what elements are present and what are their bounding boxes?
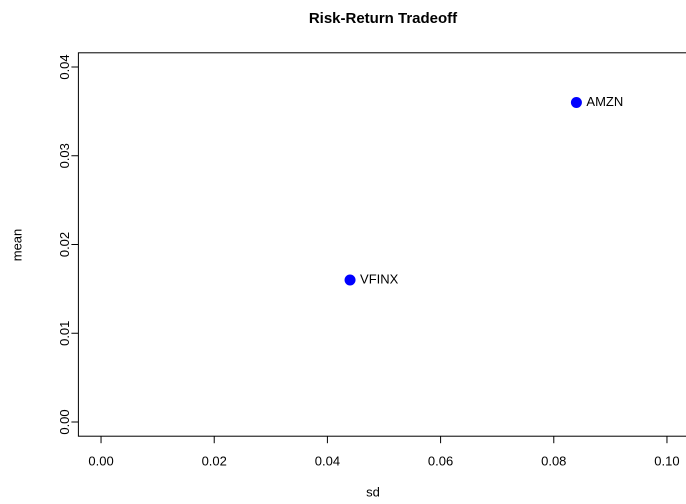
x-tick-label: 0.02 (202, 454, 227, 469)
chart-title: Risk-Return Tradeoff (309, 10, 458, 27)
x-tick-label: 0.00 (88, 454, 113, 469)
y-tick-label: 0.02 (57, 232, 72, 257)
point (570, 97, 582, 108)
x-tick-label: 0.10 (654, 454, 679, 469)
point (344, 274, 356, 286)
x-tick-label: 0.06 (428, 454, 453, 469)
x-tick-label: 0.04 (315, 454, 340, 469)
y-tick-label: 0.01 (57, 321, 72, 346)
y-tick-label: 0.00 (57, 409, 72, 434)
point-label: VFINX (360, 271, 399, 286)
point-label: AMZN (586, 94, 623, 109)
y-tick-label: 0.03 (57, 143, 72, 168)
x-axis-label: sd (366, 484, 380, 499)
x-tick-label: 0.08 (541, 454, 566, 469)
y-tick-label: 0.04 (57, 54, 72, 79)
y-axis-label: mean (9, 229, 24, 262)
